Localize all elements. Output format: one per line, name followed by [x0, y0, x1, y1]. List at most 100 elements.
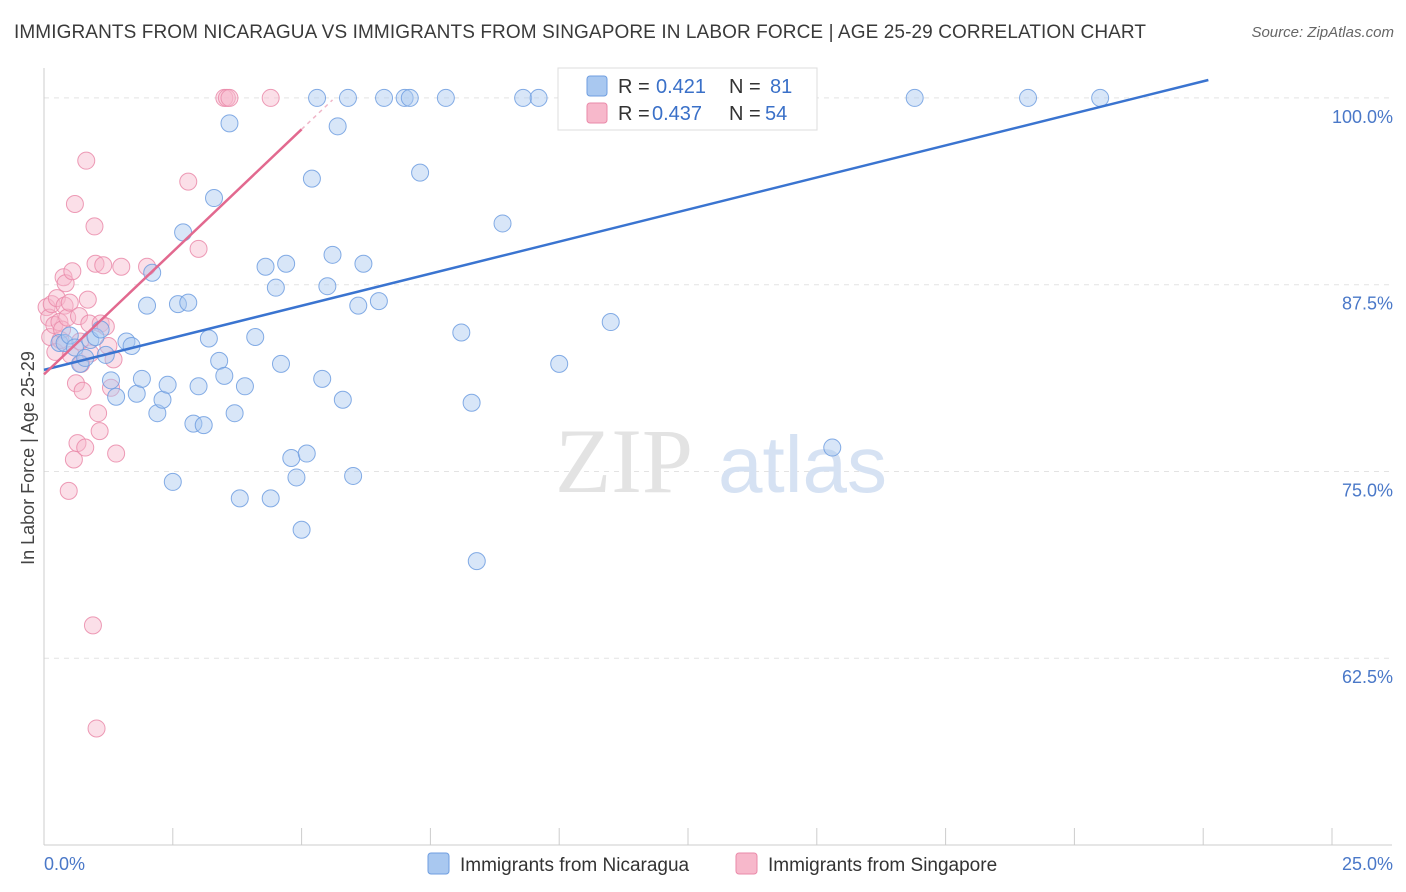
singapore-point-34 [87, 719, 106, 738]
nicaragua-point-68 [529, 88, 548, 107]
nicaragua-point-56 [354, 254, 373, 273]
chart-title: IMMIGRANTS FROM NICARAGUA VS IMMIGRANTS … [14, 22, 1147, 43]
nicaragua-point-43 [287, 468, 306, 487]
y-tick-label-0: 62.5% [1342, 667, 1393, 687]
legend-n-label-singapore: N = [729, 103, 761, 125]
y-tick-labels: 62.5% 75.0% 87.5% 100.0% [1332, 107, 1393, 687]
x-tick-labels: 0.0% 25.0% [44, 854, 1393, 874]
bottom-legend: Immigrants from Nicaragua Immigrants fro… [427, 852, 997, 876]
nicaragua-point-39 [266, 278, 285, 297]
legend-n-value-singapore: 54 [765, 103, 787, 125]
y-tick-label-3: 100.0% [1332, 107, 1393, 127]
nicaragua-point-46 [302, 169, 321, 188]
singapore-trend-extension [301, 99, 334, 130]
singapore-point-28 [78, 290, 97, 309]
nicaragua-point-53 [338, 88, 357, 107]
nicaragua-point-26 [189, 377, 208, 396]
legend-n-label-nicaragua: N = [729, 76, 761, 98]
trend-lines [43, 78, 1209, 376]
singapore-point-11 [55, 296, 74, 315]
singapore-trend-line [43, 128, 303, 376]
singapore-point-37 [91, 314, 110, 333]
nicaragua-point-42 [282, 449, 301, 468]
nicaragua-point-74 [1091, 88, 1110, 107]
nicaragua-point-14 [127, 384, 146, 403]
nicaragua-point-60 [400, 88, 419, 107]
singapore-points [37, 88, 280, 738]
nicaragua-point-70 [601, 313, 620, 332]
singapore-point-50 [220, 88, 239, 107]
singapore-point-44 [112, 257, 131, 276]
nicaragua-point-71 [823, 438, 842, 457]
nicaragua-point-50 [323, 245, 342, 264]
x-tick-label-1: 25.0% [1342, 854, 1393, 874]
bottom-legend-label-singapore: Immigrants from Singapore [768, 855, 997, 876]
nicaragua-point-55 [349, 296, 368, 315]
x-tick-label-0: 0.0% [44, 854, 85, 874]
nicaragua-point-34 [230, 489, 249, 508]
nicaragua-point-40 [271, 354, 290, 373]
singapore-point-33 [86, 254, 105, 273]
nicaragua-points [50, 88, 1110, 571]
singapore-point-43 [107, 444, 126, 463]
legend-n-value-nicaragua: 81 [770, 76, 792, 98]
nicaragua-point-38 [261, 489, 280, 508]
nicaragua-point-72 [905, 88, 924, 107]
nicaragua-point-49 [318, 277, 337, 296]
legend-swatch-singapore [586, 102, 608, 124]
singapore-point-17 [63, 262, 82, 281]
axes [43, 68, 1392, 846]
singapore-point-31 [83, 616, 102, 635]
nicaragua-point-63 [452, 323, 471, 342]
nicaragua-point-32 [220, 114, 239, 133]
nicaragua-point-62 [436, 88, 455, 107]
legend-r-value-singapore: 0.437 [652, 103, 702, 125]
singapore-point-3 [42, 295, 61, 314]
legend-r-label-singapore: R = [618, 103, 650, 125]
bottom-legend-swatch-singapore [735, 852, 758, 875]
nicaragua-point-58 [375, 88, 394, 107]
nicaragua-point-37 [256, 257, 275, 276]
nicaragua-point-36 [246, 327, 265, 346]
singapore-point-32 [85, 217, 104, 236]
nicaragua-point-35 [235, 377, 254, 396]
source-credit: Source: ZipAtlas.com [1251, 24, 1394, 41]
nicaragua-point-10 [101, 371, 120, 390]
nicaragua-point-2 [60, 326, 79, 345]
grid-lines [44, 97, 1392, 659]
legend-r-value-nicaragua: 0.421 [656, 76, 706, 98]
nicaragua-point-47 [308, 88, 327, 107]
nicaragua-point-45 [297, 444, 316, 463]
nicaragua-point-11 [107, 387, 126, 406]
watermark-zip: ZIP [555, 410, 693, 512]
singapore-point-14 [59, 481, 78, 500]
nicaragua-point-64 [462, 393, 481, 412]
singapore-point-15 [60, 293, 79, 312]
nicaragua-point-66 [493, 214, 512, 233]
singapore-point-26 [76, 438, 95, 457]
singapore-point-41 [101, 378, 120, 397]
singapore-point-46 [179, 172, 198, 191]
nicaragua-point-61 [411, 163, 430, 182]
singapore-point-38 [94, 256, 113, 275]
watermark-atlas: atlas [718, 420, 887, 509]
singapore-point-51 [261, 88, 280, 107]
y-tick-label-1: 75.0% [1342, 480, 1393, 500]
nicaragua-point-48 [313, 369, 332, 388]
nicaragua-point-20 [158, 375, 177, 394]
nicaragua-point-41 [277, 254, 296, 273]
bottom-legend-swatch-nicaragua [427, 852, 450, 875]
nicaragua-point-27 [194, 416, 213, 435]
nicaragua-point-59 [395, 88, 414, 107]
legend-r-label-nicaragua: R = [618, 76, 650, 98]
singapore-point-19 [65, 195, 84, 214]
singapore-point-0 [37, 298, 56, 317]
nicaragua-point-65 [467, 552, 486, 571]
nicaragua-point-69 [550, 354, 569, 373]
y-tick-label-2: 87.5% [1342, 294, 1393, 314]
bottom-legend-label-nicaragua: Immigrants from Nicaragua [460, 855, 690, 876]
nicaragua-point-8 [91, 320, 110, 339]
nicaragua-point-19 [153, 390, 172, 409]
nicaragua-point-52 [333, 390, 352, 409]
